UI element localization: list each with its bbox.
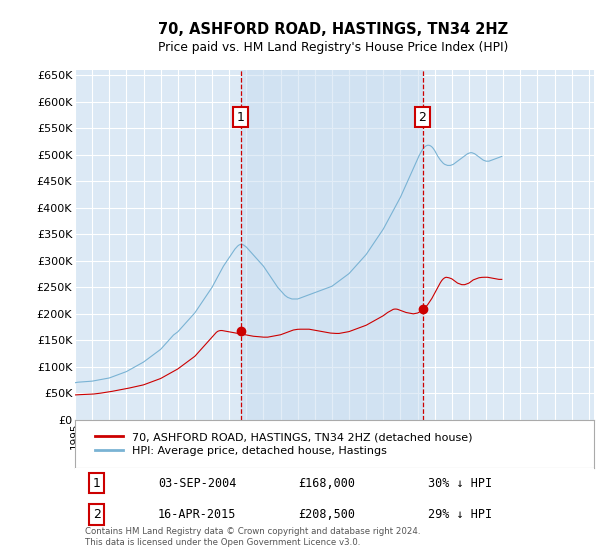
Text: 16-APR-2015: 16-APR-2015 bbox=[158, 508, 236, 521]
Text: 1: 1 bbox=[93, 477, 101, 489]
Text: 2: 2 bbox=[93, 508, 101, 521]
Text: £168,000: £168,000 bbox=[298, 477, 355, 489]
Text: 29% ↓ HPI: 29% ↓ HPI bbox=[428, 508, 492, 521]
Bar bbox=[241, 70, 422, 420]
Text: 1: 1 bbox=[236, 111, 245, 124]
Text: 30% ↓ HPI: 30% ↓ HPI bbox=[428, 477, 492, 489]
Text: 03-SEP-2004: 03-SEP-2004 bbox=[158, 477, 236, 489]
Legend: 70, ASHFORD ROAD, HASTINGS, TN34 2HZ (detached house), HPI: Average price, detac: 70, ASHFORD ROAD, HASTINGS, TN34 2HZ (de… bbox=[91, 428, 477, 460]
Text: Price paid vs. HM Land Registry's House Price Index (HPI): Price paid vs. HM Land Registry's House … bbox=[158, 40, 508, 54]
Text: £208,500: £208,500 bbox=[298, 508, 355, 521]
Text: 2: 2 bbox=[419, 111, 427, 124]
Text: 70, ASHFORD ROAD, HASTINGS, TN34 2HZ: 70, ASHFORD ROAD, HASTINGS, TN34 2HZ bbox=[158, 22, 508, 36]
Text: Contains HM Land Registry data © Crown copyright and database right 2024.
This d: Contains HM Land Registry data © Crown c… bbox=[85, 527, 421, 547]
